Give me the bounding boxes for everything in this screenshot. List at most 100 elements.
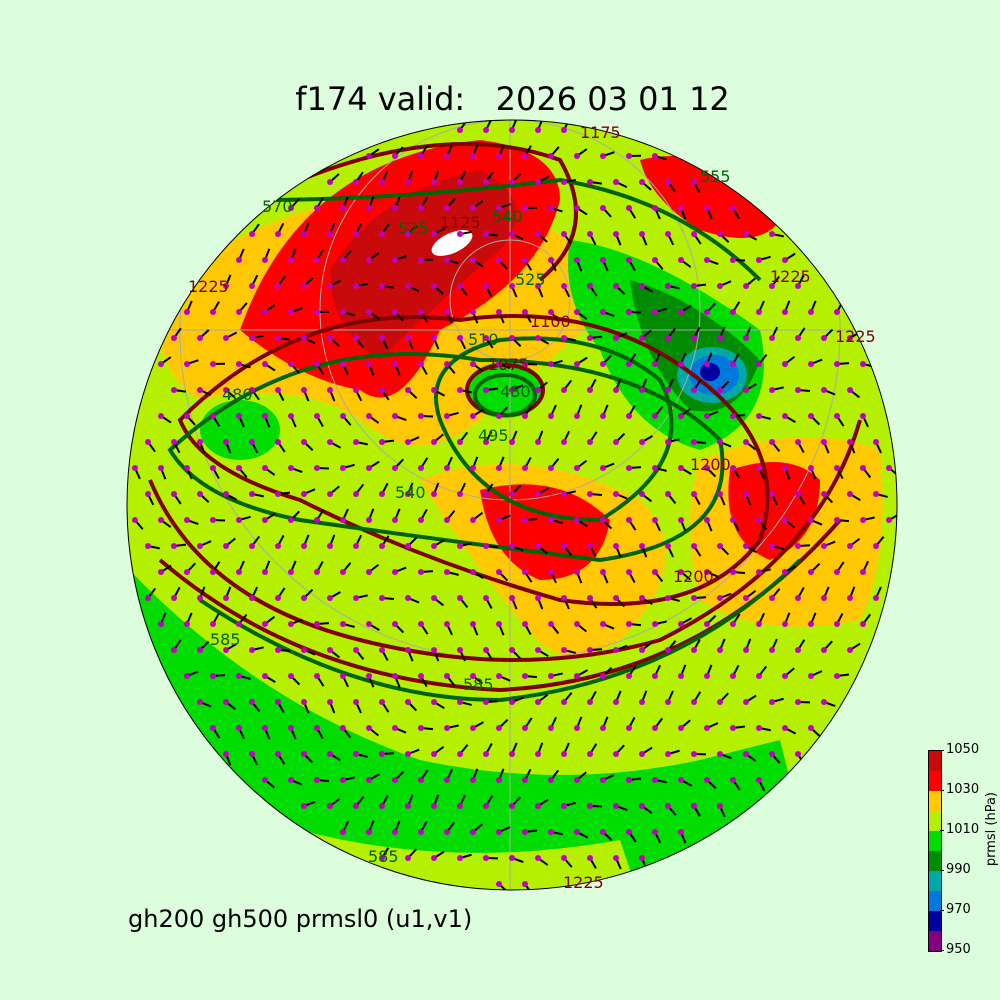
- contour-label: 1075: [488, 355, 529, 374]
- wind-point: [236, 673, 242, 679]
- wind-point: [795, 699, 801, 705]
- wind-point: [418, 725, 424, 731]
- white-patch: [431, 230, 473, 256]
- wind-point: [743, 231, 749, 237]
- wind-point: [431, 439, 437, 445]
- wind-point: [613, 335, 619, 341]
- wind-point: [730, 413, 736, 419]
- wind-point: [379, 335, 385, 341]
- wind-point: [496, 517, 502, 523]
- wind-point: [418, 153, 424, 159]
- colorbar-segment: [929, 751, 941, 771]
- wind-point: [704, 517, 710, 523]
- wind-point: [548, 673, 554, 679]
- wind-point: [431, 491, 437, 497]
- wind-point: [717, 543, 723, 549]
- wind-point: [626, 517, 632, 523]
- wind-point: [587, 439, 593, 445]
- wind-point: [301, 335, 307, 341]
- wind-point: [873, 439, 879, 445]
- wind-point: [249, 439, 255, 445]
- wind-point: [483, 491, 489, 497]
- wind-point: [795, 751, 801, 757]
- wind-point: [691, 751, 697, 757]
- wind-point: [535, 751, 541, 757]
- wind-point: [795, 335, 801, 341]
- wind-point: [392, 777, 398, 783]
- wind-point: [496, 361, 502, 367]
- wind-point: [678, 413, 684, 419]
- wind-point: [782, 465, 788, 471]
- wind-point: [184, 309, 190, 315]
- wind-point: [405, 595, 411, 601]
- wind-point: [470, 153, 476, 159]
- wind-point: [301, 543, 307, 549]
- colorbar-segment: [929, 891, 941, 911]
- wind-point: [392, 153, 398, 159]
- wind-point: [275, 335, 281, 341]
- colorbar-segment: [929, 791, 941, 811]
- wind-point: [522, 413, 528, 419]
- wind-point: [561, 439, 567, 445]
- wind-point: [756, 465, 762, 471]
- wind-point: [327, 387, 333, 393]
- wind-point: [275, 231, 281, 237]
- wind-point: [288, 205, 294, 211]
- wind-point: [743, 387, 749, 393]
- green-polar-low: [465, 362, 545, 418]
- wind-point: [288, 361, 294, 367]
- contour-label: 1100: [530, 312, 571, 331]
- wind-point: [639, 231, 645, 237]
- wind-point: [249, 335, 255, 341]
- wind-point: [392, 621, 398, 627]
- wind-point: [470, 569, 476, 575]
- wind-point: [574, 673, 580, 679]
- wind-point: [236, 725, 242, 731]
- wind-point: [249, 647, 255, 653]
- wind-point: [691, 231, 697, 237]
- wind-point: [483, 127, 489, 133]
- wind-point: [561, 855, 567, 861]
- wind-point: [496, 673, 502, 679]
- contour-label: 1175: [580, 123, 621, 142]
- wind-point: [561, 647, 567, 653]
- colorbar-tick: 1010: [939, 822, 980, 837]
- wind-point: [483, 751, 489, 757]
- wind-point: [262, 569, 268, 575]
- wind-point: [496, 777, 502, 783]
- wind-point: [535, 127, 541, 133]
- wind-point: [431, 283, 437, 289]
- wind-point: [275, 595, 281, 601]
- wind-point: [262, 413, 268, 419]
- wind-point: [444, 829, 450, 835]
- wind-point: [600, 257, 606, 263]
- wind-point: [509, 803, 515, 809]
- wind-point: [483, 335, 489, 341]
- contour-label: 1225: [188, 277, 229, 296]
- wind-point: [392, 569, 398, 575]
- wind-point: [548, 465, 554, 471]
- wind-point: [483, 855, 489, 861]
- wind-point: [418, 257, 424, 263]
- wind-point: [431, 231, 437, 237]
- wind-point: [171, 387, 177, 393]
- pressure-fill: [127, 120, 897, 890]
- wind-point: [470, 829, 476, 835]
- wind-point: [613, 803, 619, 809]
- wind-point: [158, 465, 164, 471]
- wind-point: [262, 517, 268, 523]
- contour-labels: 1175 555 570 1225 525 1125 540 525 1100 510 1075 48…: [188, 123, 876, 892]
- wind-point: [730, 569, 736, 575]
- wind-point: [769, 595, 775, 601]
- wind-point: [730, 205, 736, 211]
- wind-point: [288, 517, 294, 523]
- wind-point: [626, 569, 632, 575]
- wind-point: [756, 621, 762, 627]
- wind-point: [704, 205, 710, 211]
- wind-point: [431, 751, 437, 757]
- wind-point: [652, 465, 658, 471]
- wind-point: [353, 751, 359, 757]
- wind-point: [613, 283, 619, 289]
- wind-point: [561, 335, 567, 341]
- wind-point: [756, 361, 762, 367]
